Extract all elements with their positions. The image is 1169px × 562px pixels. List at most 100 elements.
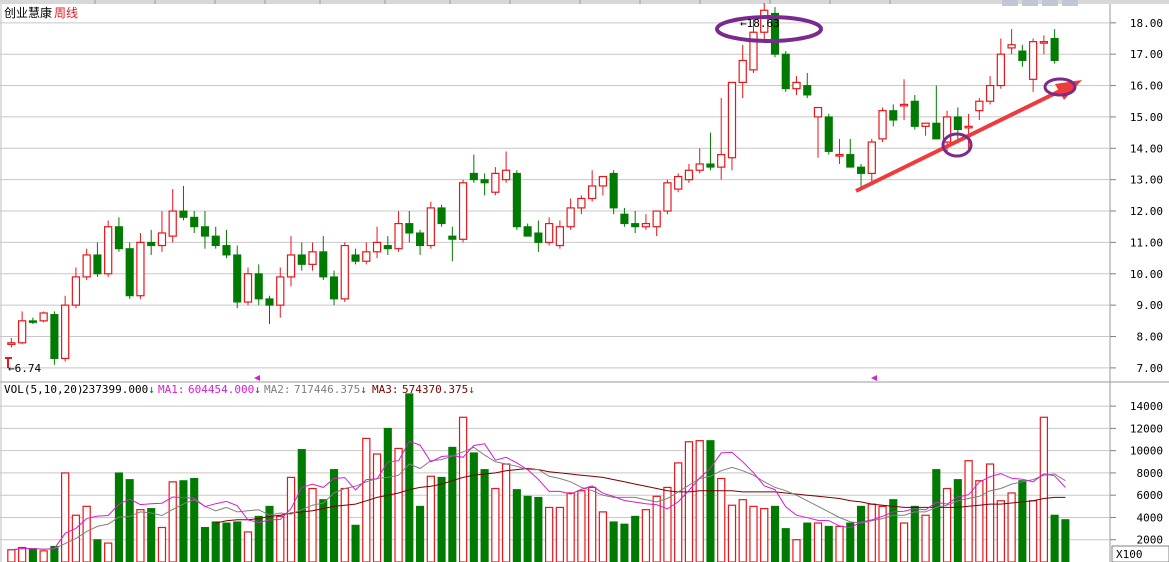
volume-bar-up — [577, 490, 586, 562]
volume-bar-up — [61, 472, 70, 562]
candle-body-up — [985, 84, 995, 102]
top-toolbar-strip — [0, 0, 1169, 4]
volume-bar-up — [136, 509, 145, 562]
volume-bar-down — [803, 522, 812, 562]
candle-body-down — [480, 179, 489, 184]
price-tick-label: 16.00 — [1130, 80, 1163, 93]
volume-bar-down — [620, 523, 629, 562]
volume-bar-up — [760, 507, 769, 562]
volume-bar-up — [394, 447, 403, 562]
candle-body-down — [1050, 38, 1059, 61]
candle-body-down — [953, 116, 962, 130]
volume-bar-down — [523, 495, 532, 562]
candle-body-down — [846, 154, 855, 168]
volume-bar-down — [297, 449, 306, 562]
volume-bar-down — [534, 496, 543, 562]
candle-body-up — [598, 175, 608, 187]
vol-value: 237399.000 — [82, 383, 148, 396]
candle-body-up — [82, 254, 91, 278]
candle-body-up — [588, 185, 597, 200]
candle-body-up — [835, 153, 844, 157]
volume-bar-up — [588, 486, 597, 562]
volume-bar-up — [674, 462, 683, 562]
volume-bar-down — [480, 469, 489, 562]
volume-bar-up — [276, 515, 285, 562]
volume-ma-lines — [11, 440, 1066, 551]
candle-body-down — [706, 163, 715, 168]
candle-body-up — [340, 244, 349, 300]
trend-arrow-line — [855, 84, 1071, 193]
target-circle — [1043, 77, 1077, 97]
volume-bar-down — [147, 508, 156, 562]
volume-bar-down — [190, 478, 199, 562]
candle-body-down — [469, 172, 478, 181]
candle-body-up — [717, 153, 726, 168]
volume-bar-up — [308, 487, 317, 562]
volume-bar-up — [867, 503, 876, 562]
candle-body-up — [760, 9, 769, 33]
candle-body-up — [458, 182, 468, 240]
toolbar-button-2[interactable] — [1022, 0, 1038, 6]
toolbar-button-4[interactable] — [1062, 0, 1078, 6]
price-tick-label: 12.00 — [1130, 205, 1163, 218]
price-tick-label: 8.00 — [1137, 331, 1164, 344]
volume-bar-up — [792, 539, 801, 562]
volume-bar-down — [512, 489, 521, 562]
ma2-label: MA2: — [264, 383, 291, 396]
volume-bar-up — [749, 505, 758, 562]
volume-bar-up — [921, 514, 930, 562]
volume-bar-up — [458, 416, 468, 562]
candle-body-up — [975, 100, 984, 112]
volume-bar-down — [233, 521, 242, 562]
volume-bar-down — [329, 469, 339, 562]
candle-body-down — [28, 320, 37, 323]
candle-body-up — [555, 226, 565, 247]
candle-body-down — [265, 298, 274, 306]
period-label: 周线 — [54, 6, 78, 20]
candle-body-up — [17, 320, 27, 344]
candle-body-up — [362, 251, 371, 262]
candle-body-up — [663, 182, 672, 212]
candle-body-down — [114, 226, 123, 250]
volume-unit-box — [1111, 545, 1169, 562]
candle-body-down — [297, 254, 306, 265]
volume-bar-up — [641, 509, 651, 562]
ma1-line — [11, 440, 1066, 551]
volume-bar-up — [684, 441, 694, 562]
candle-body-down — [319, 251, 328, 278]
volume-bar-up — [372, 453, 382, 562]
candle-body-down — [910, 100, 919, 127]
candle-body-up — [727, 81, 737, 159]
volume-bar-up — [157, 526, 167, 562]
candle-body-up — [652, 210, 661, 228]
price-grid — [0, 22, 1110, 369]
vol-label: VOL(5,10,20) — [4, 383, 83, 396]
toolbar-button-3[interactable] — [1042, 0, 1058, 6]
volume-bar-down — [1050, 514, 1059, 562]
candle-body-down — [512, 172, 521, 228]
volume-unit-label: X100 — [1116, 548, 1143, 561]
candle-body-up — [792, 81, 801, 90]
candle-body-down — [211, 235, 220, 247]
volume-bar-up — [878, 505, 887, 562]
volume-bar-up — [491, 487, 500, 562]
candle-body-up — [544, 222, 554, 244]
toolbar-button-1[interactable] — [1002, 0, 1018, 6]
volume-bar-down — [200, 526, 210, 562]
candle-body-up — [491, 172, 500, 193]
candle-body-up — [71, 276, 81, 306]
candle-body-up — [964, 125, 973, 129]
volume-bar-up — [7, 549, 16, 562]
volume-tick-label: 4000 — [1137, 511, 1164, 524]
scroll-marker-right[interactable] — [871, 375, 877, 381]
candle-body-down — [856, 166, 866, 174]
volume-tick-label: 12000 — [1130, 422, 1163, 435]
volume-tick-label: 2000 — [1137, 534, 1164, 547]
volume-bar-down — [448, 446, 457, 562]
scroll-marker-left[interactable] — [254, 375, 260, 381]
candle-body-down — [190, 216, 199, 228]
candle-body-down — [803, 85, 812, 96]
candle-body-down — [534, 232, 543, 243]
volume-bar-up — [598, 511, 608, 562]
